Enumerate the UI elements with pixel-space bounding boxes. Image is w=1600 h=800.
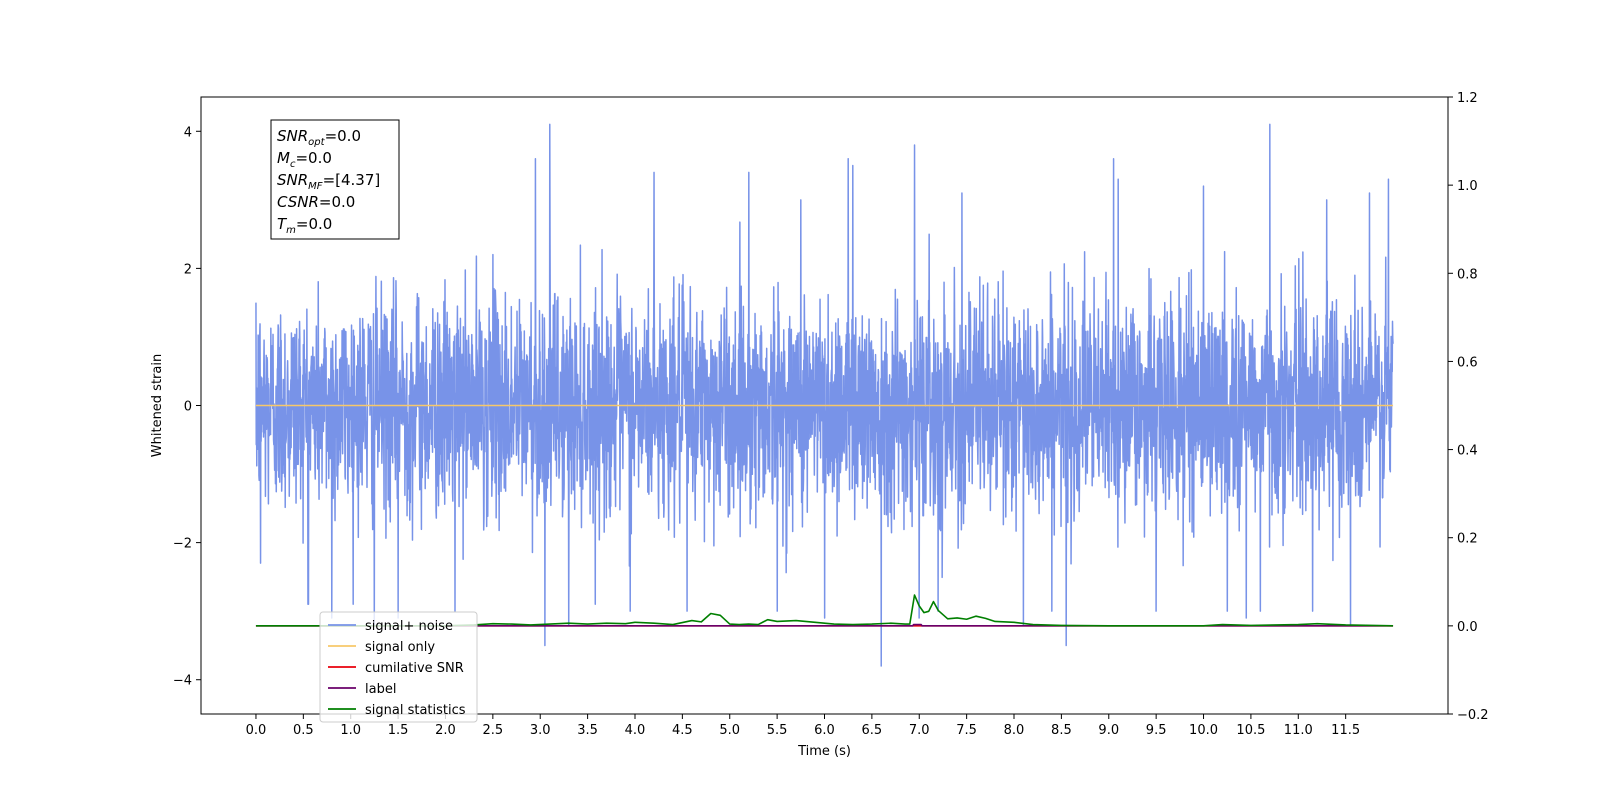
x-tick-label: 0.5 bbox=[293, 723, 314, 738]
x-tick-label: 1.5 bbox=[388, 723, 409, 738]
x-tick-label: 2.0 bbox=[435, 723, 456, 738]
y2-tick-label: 1.0 bbox=[1457, 179, 1478, 194]
legend-entry-label: signal statistics bbox=[365, 703, 466, 718]
y-tick-label: 0 bbox=[184, 400, 192, 415]
x-tick-label: 11.0 bbox=[1284, 723, 1313, 738]
info-box-frame bbox=[270, 119, 400, 240]
y2-tick-label: 1.2 bbox=[1457, 91, 1478, 106]
y2-tick-label: 0.2 bbox=[1457, 532, 1478, 547]
legend-entry-label: signal+ noise bbox=[365, 619, 453, 634]
x-tick-label: 0.0 bbox=[246, 723, 267, 738]
info-line: Tm=0.0 bbox=[277, 215, 332, 236]
x-tick-label: 9.5 bbox=[1146, 723, 1167, 738]
info-line-subscript: MF bbox=[308, 181, 323, 192]
y-tick-label: −4 bbox=[173, 674, 192, 689]
info-line-symbol: SNR bbox=[277, 127, 308, 145]
x-tick-label: 8.5 bbox=[1051, 723, 1072, 738]
y-axis-label: Whitened strain bbox=[150, 354, 165, 457]
info-line-value: =0.0 bbox=[325, 127, 361, 145]
x-tick-label: 4.0 bbox=[625, 723, 646, 738]
series-label-line bbox=[255, 623, 1394, 627]
y-tick-label: 2 bbox=[184, 262, 192, 277]
legend: signal+ noise signal only cumilative SNR la… bbox=[319, 611, 478, 723]
y2-tick-label: 0.8 bbox=[1457, 267, 1478, 282]
x-tick-label: 9.0 bbox=[1098, 723, 1119, 738]
series-signal-statistics-line bbox=[255, 594, 1394, 627]
info-box: SNRopt=0.0Mc=0.0SNRMF=[4.37]CSNR=0.0Tm=0… bbox=[270, 119, 400, 240]
y-tick-label: −2 bbox=[173, 537, 192, 552]
info-line: SNRopt=0.0 bbox=[277, 127, 361, 148]
x-tick-label: 5.0 bbox=[719, 723, 740, 738]
info-line-symbol: T bbox=[277, 215, 288, 233]
legend-frame bbox=[319, 611, 478, 723]
info-line: CSNR=0.0 bbox=[277, 193, 355, 211]
x-tick-label: 3.0 bbox=[530, 723, 551, 738]
info-line-symbol: M bbox=[277, 149, 290, 167]
x-axis-label: Time (s) bbox=[797, 744, 851, 759]
x-tick-label: 6.0 bbox=[814, 723, 835, 738]
x-tick-label: 6.5 bbox=[862, 723, 883, 738]
x-tick-label: 7.0 bbox=[909, 723, 930, 738]
info-line-symbol: CSNR bbox=[277, 193, 319, 211]
x-tick-label: 3.5 bbox=[577, 723, 598, 738]
legend-entry-label: label bbox=[365, 682, 396, 697]
series-signal-noise-line bbox=[255, 123, 1394, 667]
y2-tick-label: 0.0 bbox=[1457, 620, 1478, 635]
info-line-value: =0.0 bbox=[295, 149, 331, 167]
y2-tick-label: 0.4 bbox=[1457, 444, 1478, 459]
legend-entry-label: cumilative SNR bbox=[365, 661, 464, 676]
x-tick-label: 8.0 bbox=[1004, 723, 1025, 738]
x-tick-label: 7.5 bbox=[956, 723, 977, 738]
axes: 0.0 0.5 1.0 1.5 2.0 2.5 3.0 3.5 4.0 4.5 5.0 5.5 6.0 6… bbox=[150, 91, 1489, 759]
info-line-subscript: c bbox=[290, 159, 296, 170]
x-tick-label: 2.5 bbox=[483, 723, 504, 738]
info-line-value: =0.0 bbox=[319, 193, 355, 211]
info-line-symbol: SNR bbox=[277, 171, 308, 189]
x-tick-label: 11.5 bbox=[1331, 723, 1360, 738]
info-line-subscript: m bbox=[286, 225, 296, 236]
x-tick-label: 5.5 bbox=[767, 723, 788, 738]
x-tick-label: 10.5 bbox=[1236, 723, 1265, 738]
legend-entry-label: signal only bbox=[365, 640, 435, 655]
y2-tick-label: 0.6 bbox=[1457, 355, 1478, 370]
x-tick-label: 10.0 bbox=[1189, 723, 1218, 738]
info-line-value: =[4.37] bbox=[323, 171, 381, 189]
x-tick-label: 4.5 bbox=[672, 723, 693, 738]
x-tick-label: 1.0 bbox=[340, 723, 361, 738]
y-tick-label: 4 bbox=[184, 125, 192, 140]
info-line: Mc=0.0 bbox=[277, 149, 332, 170]
info-line-subscript: opt bbox=[308, 137, 325, 148]
info-line: SNRMF=[4.37] bbox=[277, 171, 380, 192]
y2-tick-label: −0.2 bbox=[1457, 708, 1489, 723]
info-line-value: =0.0 bbox=[296, 215, 332, 233]
